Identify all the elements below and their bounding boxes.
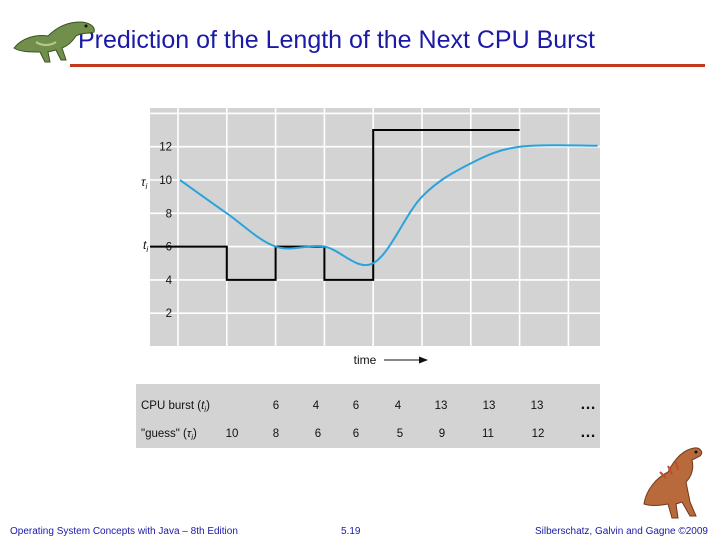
table-ellipsis: … [580,424,596,441]
guess-series [179,144,598,267]
table-row-label: "guess" (τi) [141,428,197,442]
y-tick-label: 12 [159,142,172,154]
time-arrow [384,356,428,364]
x-axis-label: time [354,353,377,367]
table-cell: 6 [315,428,321,440]
table-cell: 9 [439,428,445,440]
footer-page-number: 5.19 [341,526,361,537]
table-cell: 6 [273,400,279,412]
data-table: CPU burst (ti) 6 4 6 4 13 13 13 … "guess" (τi) 10 8… [141,396,596,442]
table-ellipsis: … [580,396,596,413]
y-tick-label: 8 [166,208,172,220]
title-rule [70,64,705,67]
dinosaur-icon [13,21,95,63]
table-cell: 13 [435,400,448,412]
series-label-tau_i: τi [141,175,148,191]
grid [150,108,600,346]
footer-copyright: Silberschatz, Galvin and Gagne ©2009 [534,526,708,537]
table-cell: 8 [273,428,279,440]
table-area [136,384,600,448]
table-cell: 6 [353,428,359,440]
y-tick-label: 10 [159,175,172,187]
table-cell: 10 [226,428,239,440]
series-labels: ti τi [141,175,148,254]
guess-curve [179,144,598,267]
table-cell: 13 [531,400,544,412]
cpu-burst-series [150,129,520,281]
y-tick-label: 4 [166,275,173,287]
plot-area [150,108,600,346]
dinosaur-icon [643,447,703,519]
footer-course: Operating System Concepts with Java – 8t… [10,526,238,537]
table-cell: 5 [397,428,403,440]
cpu-burst-step-line [150,129,520,281]
table-cell: 12 [532,428,545,440]
table-row-label: CPU burst (ti) [141,400,210,414]
y-tick-label: 2 [166,308,172,320]
slide-title: Prediction of the Length of the Next CPU… [78,26,595,54]
table-cell: 11 [482,428,494,440]
table-cell: 4 [395,400,402,412]
table-cell: 13 [483,400,496,412]
series-label-t_i: ti [143,238,148,254]
table-cell: 4 [313,400,320,412]
table-cell: 6 [353,400,359,412]
